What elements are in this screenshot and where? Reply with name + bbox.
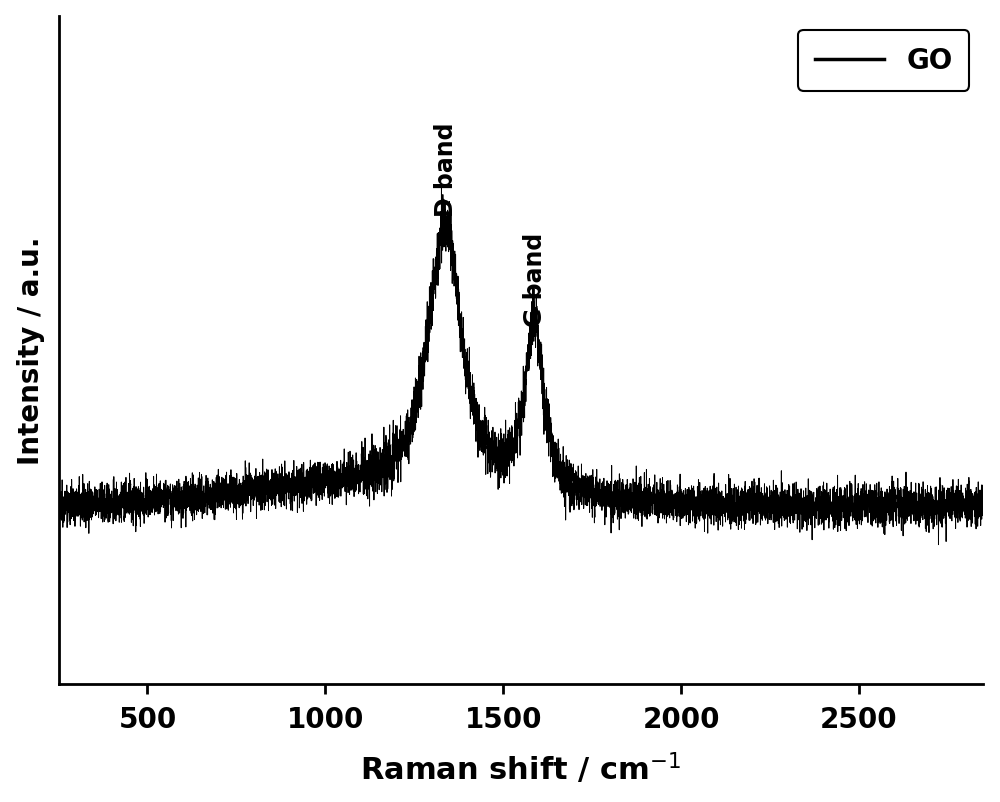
- Y-axis label: Intensity / a.u.: Intensity / a.u.: [17, 237, 45, 464]
- X-axis label: Raman shift / cm$^{-1}$: Raman shift / cm$^{-1}$: [360, 750, 681, 785]
- Text: G band: G band: [523, 233, 547, 326]
- Legend: GO: GO: [798, 30, 969, 91]
- Text: D band: D band: [434, 123, 458, 217]
